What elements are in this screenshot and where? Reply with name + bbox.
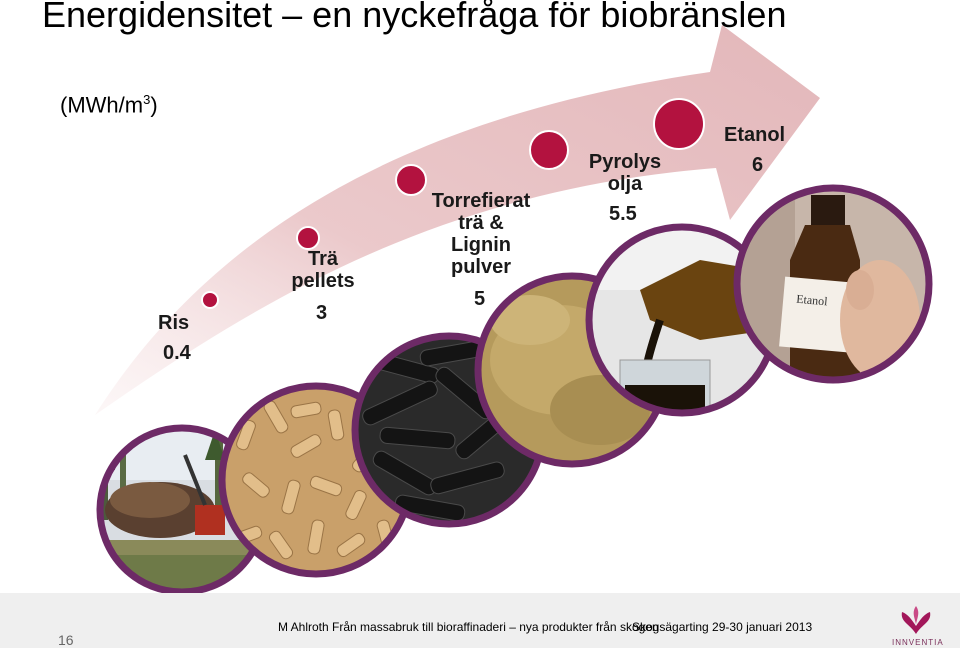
innventia-logo-text: INNVENTIA	[892, 638, 944, 647]
svg-text:Etanol: Etanol	[796, 292, 829, 309]
value-tra-pellets: 3	[316, 302, 328, 324]
label-etanol: Etanol	[724, 124, 786, 146]
dot-ris	[201, 291, 219, 309]
value-etanol: 6	[752, 154, 764, 176]
value-pyrolys: 5.5	[609, 203, 637, 225]
innventia-logo-icon	[901, 606, 931, 634]
page-number: 16	[58, 632, 74, 648]
footer-text: M Ahlroth Från massabruk till bioraffina…	[278, 620, 659, 634]
label-ris: Ris	[158, 312, 190, 334]
dot-etanol	[653, 98, 705, 150]
footer-event: Skogsägarting 29-30 januari 2013	[632, 620, 813, 634]
dot-tra-pellets	[296, 226, 320, 250]
unit-label: (MWh/m3)	[60, 92, 158, 118]
slide-title: Energidensitet – en nyckefråga för biobr…	[42, 0, 787, 35]
value-ris: 0.4	[163, 342, 191, 364]
label-torrefierat: Torrefierat trä & Lignin pulver	[431, 190, 531, 278]
value-torrefierat: 5	[474, 288, 486, 310]
label-tra-pellets: Trä pellets	[291, 248, 355, 292]
label-pyrolys: Pyrolys olja	[588, 151, 662, 195]
footer-bar	[0, 593, 960, 648]
dot-torrefierat	[395, 164, 427, 196]
dot-pyrolys	[529, 130, 569, 170]
